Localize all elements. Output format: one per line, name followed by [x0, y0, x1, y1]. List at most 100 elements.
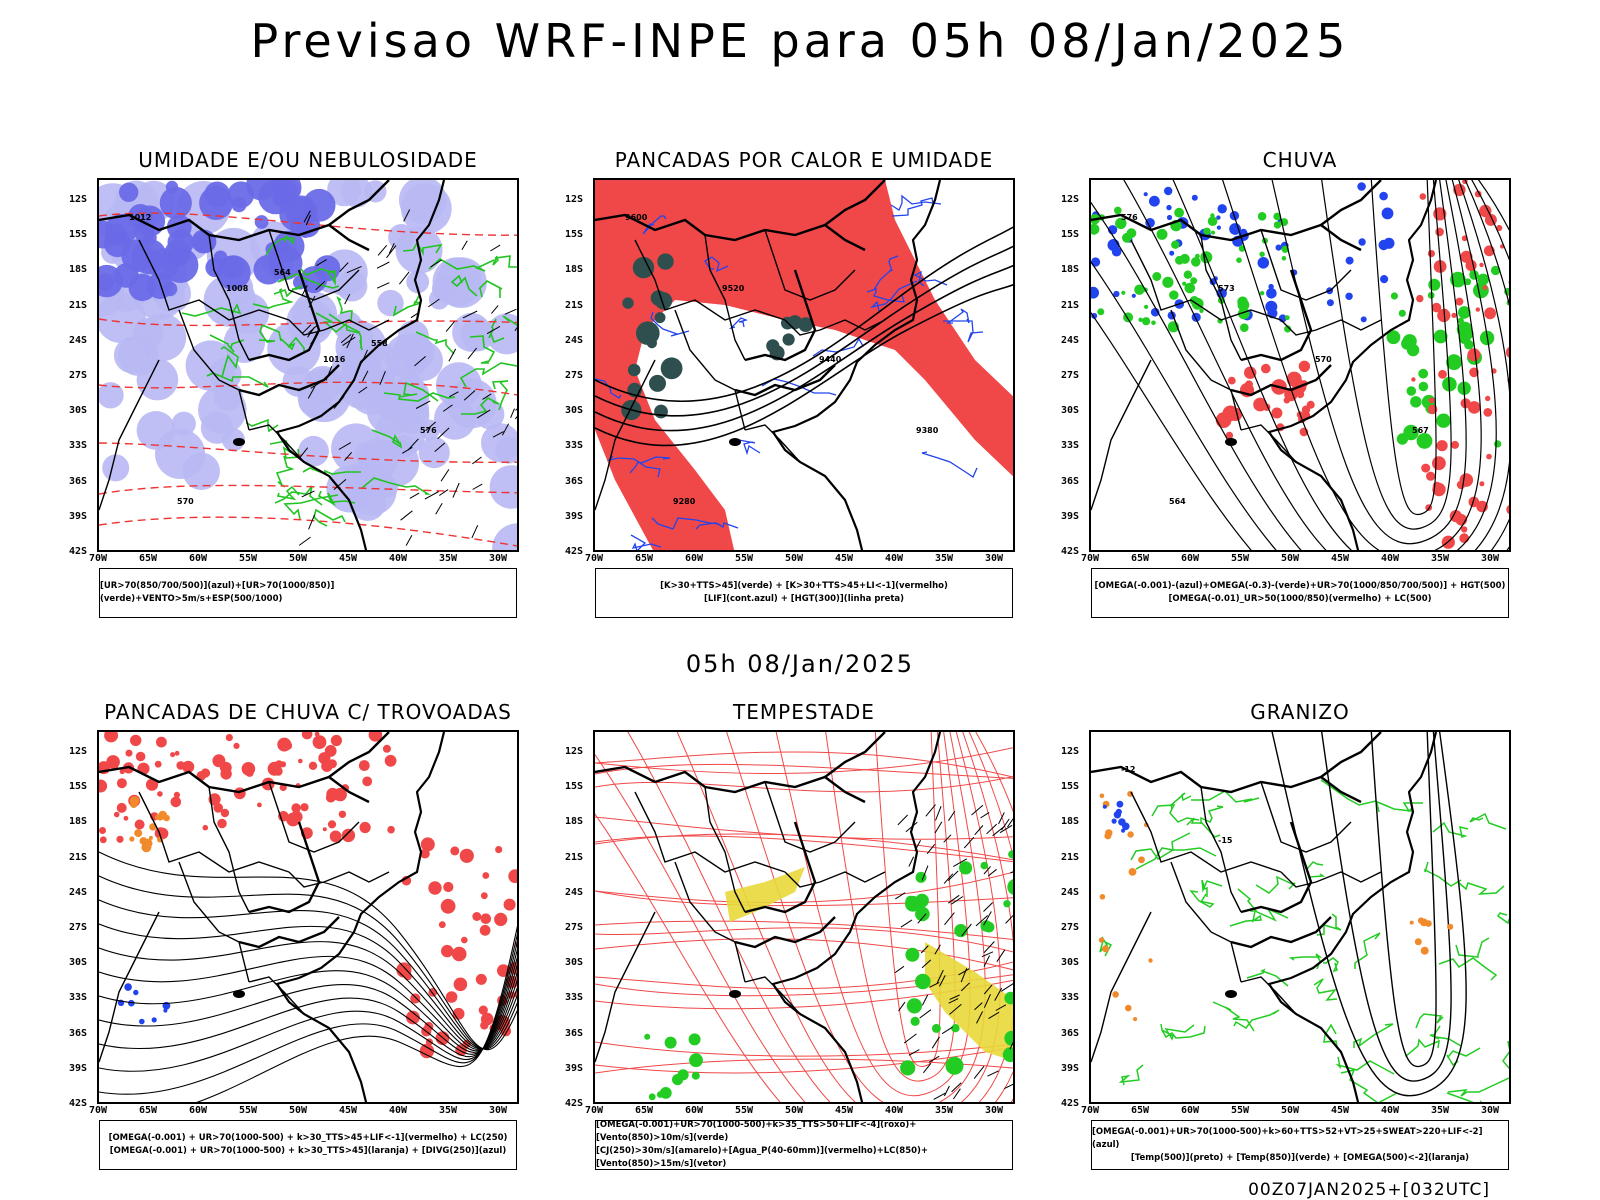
field-cell	[125, 749, 133, 757]
field-cell	[1420, 918, 1428, 927]
lagoon-marker	[729, 438, 741, 446]
contour-line	[99, 923, 517, 1050]
field-cell	[657, 253, 674, 270]
field-cell	[1261, 363, 1271, 374]
contour-label: 564	[1169, 497, 1186, 506]
lat-tick-label: 27S	[69, 370, 88, 381]
field-cell	[1007, 879, 1013, 895]
field-cell	[1142, 317, 1151, 326]
lon-tick-label: 50W	[1281, 553, 1300, 564]
contour-label: 9280	[673, 497, 696, 506]
field-cell	[325, 792, 336, 803]
wind-vector	[933, 1092, 946, 1100]
contour-line	[99, 941, 517, 1072]
panel-title: PANCADAS POR CALOR E UMIDADE	[614, 148, 994, 172]
field-cell	[1240, 323, 1249, 332]
contour-line	[866, 288, 905, 303]
border-line	[1320, 180, 1382, 226]
lat-tick-label: 30S	[1061, 957, 1080, 969]
field-cell	[1505, 346, 1509, 358]
wind-vector	[973, 1065, 985, 1079]
wind-vector	[1005, 914, 1013, 924]
field-cell	[329, 830, 342, 843]
field-cell	[151, 1017, 157, 1023]
wind-vector	[344, 293, 351, 305]
field-cell	[1461, 327, 1474, 340]
contour-line	[946, 308, 970, 324]
field-cell	[123, 815, 129, 821]
field-cell	[1436, 413, 1451, 428]
wind-vector	[944, 912, 955, 926]
field-cell	[1421, 463, 1431, 473]
legend-box: [OMEGA(-0.001)-(azul)+OMEGA(-0.3)-(verde…	[1091, 568, 1509, 618]
field-cell	[1468, 496, 1480, 508]
field-cell	[1174, 207, 1184, 218]
wind-vector	[316, 259, 327, 267]
wind-vector	[1001, 983, 1013, 992]
lon-tick-label: 50W	[1281, 1105, 1300, 1116]
field-cell	[129, 836, 135, 842]
field-cell	[479, 924, 491, 936]
wind-vector	[951, 1082, 962, 1093]
lat-tick-label: 15S	[69, 781, 88, 793]
wind-vector	[908, 856, 915, 867]
jet-yellow-area	[725, 867, 1013, 1061]
field-cell	[159, 186, 192, 220]
lat-tick-label: 30S	[565, 957, 584, 969]
lat-tick-label: 12S	[565, 746, 584, 757]
wind-vector	[960, 982, 970, 992]
contour-line	[1091, 180, 1509, 550]
contour-label: -15	[1218, 836, 1233, 845]
contour-line	[1320, 779, 1380, 813]
contour-line	[99, 899, 517, 1050]
field-cell	[1175, 255, 1184, 265]
field-cell	[951, 1024, 960, 1033]
contour-line	[99, 484, 517, 495]
field-cell	[1381, 207, 1394, 220]
border-line	[99, 911, 160, 1063]
footer-stamp: 00Z07JAN2025+[032UTC]	[1248, 1180, 1490, 1200]
field-cell	[906, 998, 922, 1014]
contour-line	[1271, 180, 1467, 545]
border-line	[248, 821, 321, 914]
field-cell	[1460, 250, 1473, 263]
storm-orange-fill	[129, 796, 170, 853]
thickness-dashed	[99, 212, 517, 547]
wind-vector	[951, 896, 964, 905]
field-cell	[1166, 214, 1173, 221]
contour-line	[99, 318, 517, 327]
lon-tick-label: 65W	[139, 553, 158, 564]
border-line	[208, 234, 250, 361]
lon-tick-label: 45W	[339, 1105, 358, 1116]
field-cell	[1004, 1030, 1013, 1046]
lat-tick-label: 33S	[69, 440, 88, 452]
field-cell	[452, 312, 492, 352]
wind-vector	[302, 324, 312, 334]
wind-vector	[440, 469, 450, 482]
field-cell	[1458, 306, 1471, 319]
lat-tick-label: 30S	[69, 957, 88, 969]
wind-vector	[407, 438, 419, 451]
wind-vector	[934, 821, 943, 834]
field-cell	[1091, 257, 1101, 267]
wind-vector	[987, 1070, 999, 1077]
lat-tick-label: 39S	[565, 510, 584, 522]
contour-line	[651, 517, 720, 530]
field-cell	[143, 231, 157, 245]
wind-vector	[983, 911, 992, 926]
field-cell	[1379, 191, 1388, 201]
lat-tick-label: 18S	[69, 816, 88, 828]
wind-vector	[1004, 1083, 1013, 1090]
lat-tick-label: 12S	[69, 194, 88, 205]
contour-line	[265, 234, 295, 256]
field-cell	[787, 315, 802, 330]
field-cell	[453, 977, 468, 992]
field-cell	[253, 254, 284, 285]
wind-vectors	[894, 804, 1013, 1100]
wind-vector	[514, 326, 517, 332]
wind-vector	[983, 902, 994, 912]
field-cell	[1125, 1004, 1132, 1012]
lat-tick-label: 36S	[69, 475, 88, 487]
lon-tick-label: 45W	[339, 553, 358, 564]
field-cell	[1438, 369, 1447, 379]
